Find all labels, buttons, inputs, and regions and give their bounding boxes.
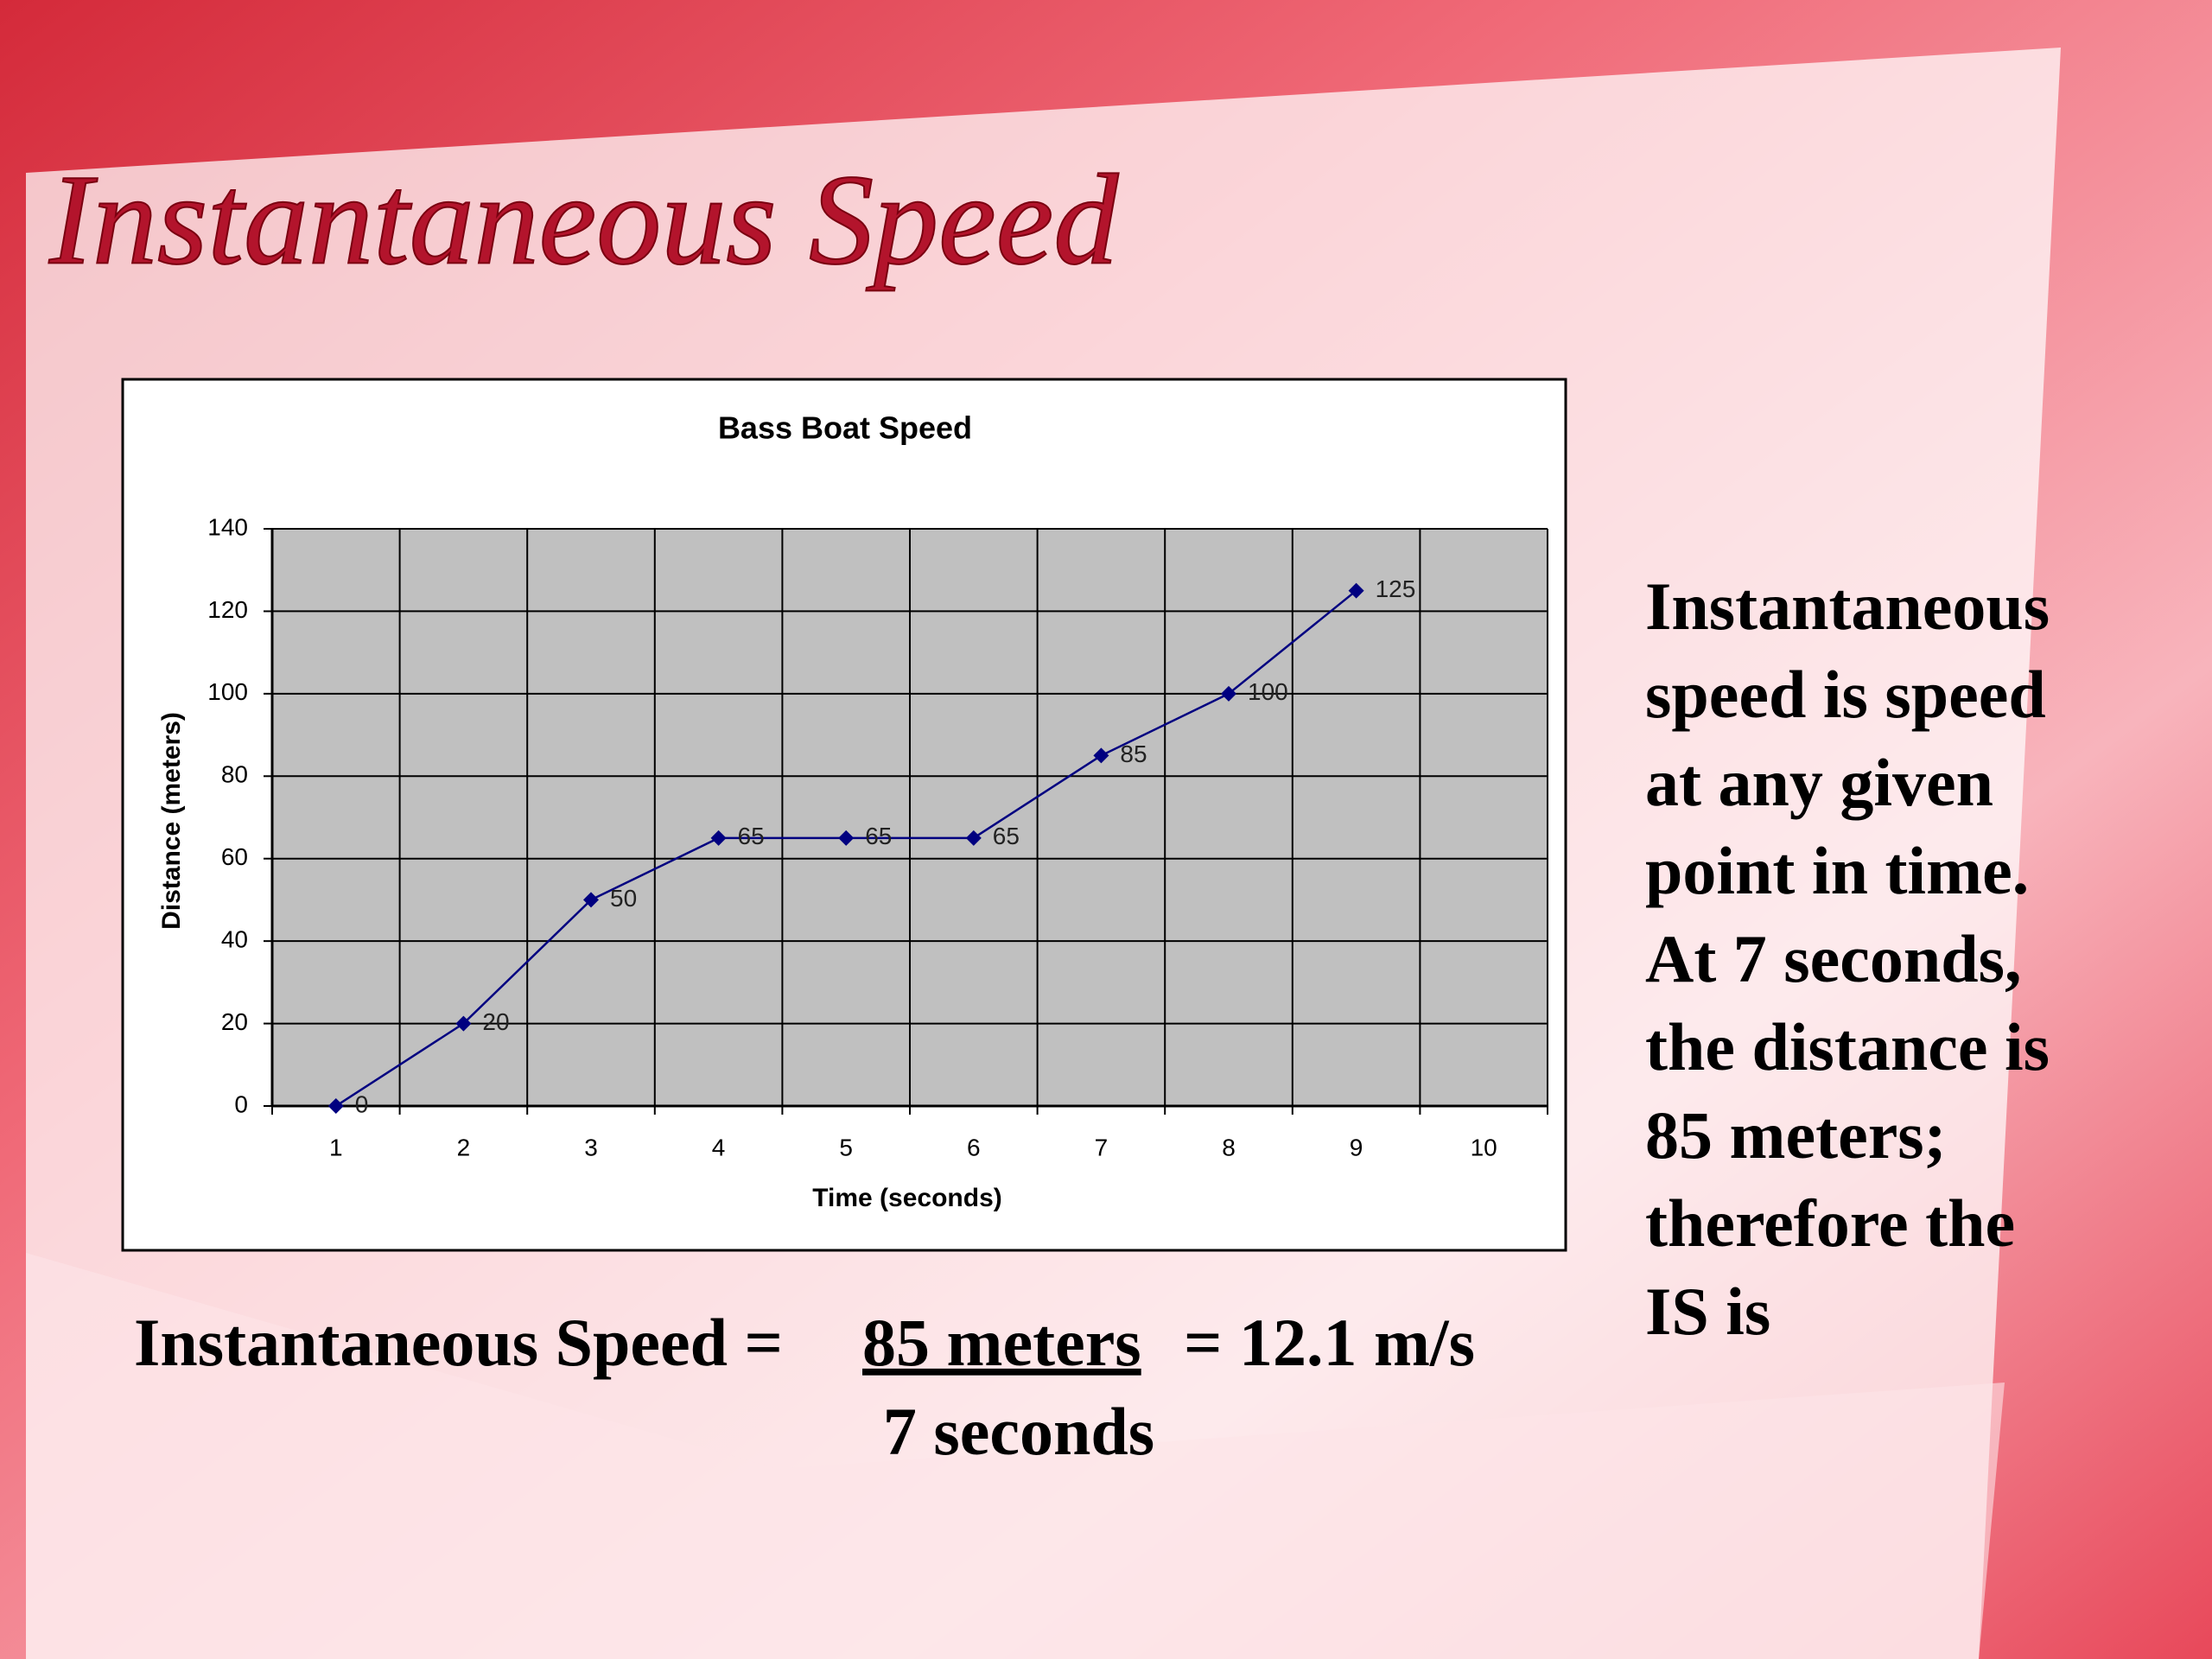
point-marker (327, 1098, 344, 1114)
equation-numerator: 85 meters (862, 1305, 1141, 1380)
body-line: 85 meters; (1645, 1097, 1947, 1173)
point-marker (1348, 582, 1364, 599)
x-tick-label: 1 (329, 1134, 343, 1160)
body-line: Instantaneous (1645, 569, 2050, 644)
y-tick-label: 20 (221, 1008, 248, 1035)
body-line: speed is speed (1645, 657, 2046, 732)
x-tick-label: 8 (1222, 1134, 1236, 1160)
equation-left: Instantaneous Speed = (134, 1305, 783, 1380)
y-tick-label: 100 (207, 678, 248, 705)
data-label: 100 (1248, 678, 1288, 705)
body-line: point in time. (1645, 833, 2029, 908)
data-label: 65 (865, 823, 892, 849)
streak (26, 1253, 2005, 1659)
y-tick-label: 40 (221, 926, 248, 953)
x-tick-label: 4 (712, 1134, 726, 1160)
data-label: 85 (1120, 741, 1147, 767)
point-marker (1221, 685, 1236, 702)
data-label: 65 (738, 823, 765, 849)
y-tick-label: 140 (207, 513, 248, 540)
body-line: the distance is (1645, 1009, 2050, 1084)
x-tick-label: 6 (967, 1134, 981, 1160)
body-line: therefore the (1645, 1185, 2015, 1261)
point-marker (710, 830, 727, 846)
point-marker (965, 830, 982, 846)
body-line: At 7 seconds, (1645, 921, 2022, 996)
slide-title: Instantaneous Speed (48, 148, 1119, 291)
data-label: 65 (993, 823, 1020, 849)
data-label: 50 (610, 885, 637, 912)
data-label: 0 (355, 1090, 369, 1117)
body-line: IS is (1645, 1274, 1770, 1349)
body-text: Instantaneous speed is speed at any given p… (1645, 569, 2050, 1349)
y-tick-label: 60 (221, 843, 248, 870)
equation-denominator: 7 seconds (883, 1394, 1154, 1469)
equation: Instantaneous Speed = 85 meters = 12.1 m… (134, 1305, 1475, 1469)
point-marker (838, 830, 855, 846)
x-tick-label: 7 (1095, 1134, 1109, 1160)
x-axis-label: Time (seconds) (812, 1184, 1002, 1212)
y-tick-label: 0 (234, 1090, 248, 1117)
body-line: at any given (1645, 745, 1993, 820)
point-marker (455, 1015, 472, 1032)
y-tick-label: 80 (221, 761, 248, 788)
data-label: 125 (1376, 575, 1416, 602)
point-marker (583, 892, 599, 908)
data-label: 20 (482, 1008, 509, 1035)
x-tick-label: 10 (1471, 1134, 1497, 1160)
x-tick-label: 9 (1350, 1134, 1363, 1160)
point-marker (1093, 747, 1109, 764)
x-tick-label: 3 (584, 1134, 598, 1160)
y-axis-label: Distance (meters) (157, 712, 186, 930)
y-tick-label: 120 (207, 596, 248, 623)
x-tick-label: 5 (839, 1134, 853, 1160)
x-tick-label: 2 (457, 1134, 471, 1160)
equation-right: = 12.1 m/s (1184, 1305, 1475, 1380)
chart-title: Bass Boat Speed (718, 410, 972, 446)
